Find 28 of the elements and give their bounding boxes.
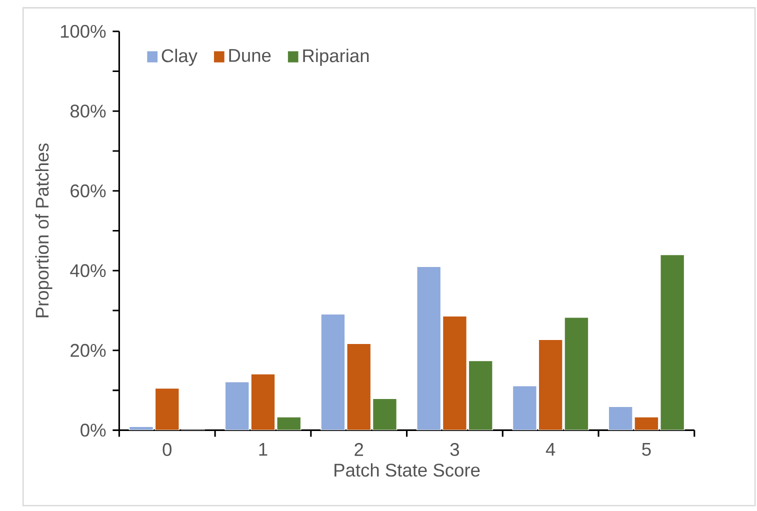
x-tick-label: 3 [450, 442, 459, 456]
bar [154, 388, 180, 430]
legend-label: Dune [229, 48, 271, 62]
y-tick-label: 20% [70, 344, 106, 357]
x-tick-label: 5 [642, 442, 651, 456]
bar [372, 398, 398, 430]
bar [564, 316, 589, 430]
x-tick-label: 1 [259, 442, 268, 456]
bar [538, 339, 563, 430]
legend-label: Clay [162, 48, 198, 66]
bar [634, 416, 659, 430]
x-tick-label: 0 [162, 442, 172, 456]
bar [468, 360, 493, 430]
y-tick-label: 0% [80, 423, 106, 436]
y-tick-label: 100% [60, 24, 106, 38]
bar [442, 315, 468, 430]
x-tick-label: 2 [354, 442, 364, 456]
y-tick-label: 80% [70, 104, 106, 118]
x-axis-title: Patch State Score [334, 462, 480, 476]
bar [250, 373, 276, 430]
bar [276, 416, 301, 430]
legend-label: Riparian [303, 48, 369, 66]
y-tick-label: 40% [70, 264, 106, 277]
x-tick-label: 4 [546, 442, 556, 456]
bar [660, 254, 685, 430]
y-tick-label: 60% [70, 184, 106, 198]
bar [346, 342, 372, 430]
y-axis-title: Proportion of Patches [35, 143, 52, 317]
